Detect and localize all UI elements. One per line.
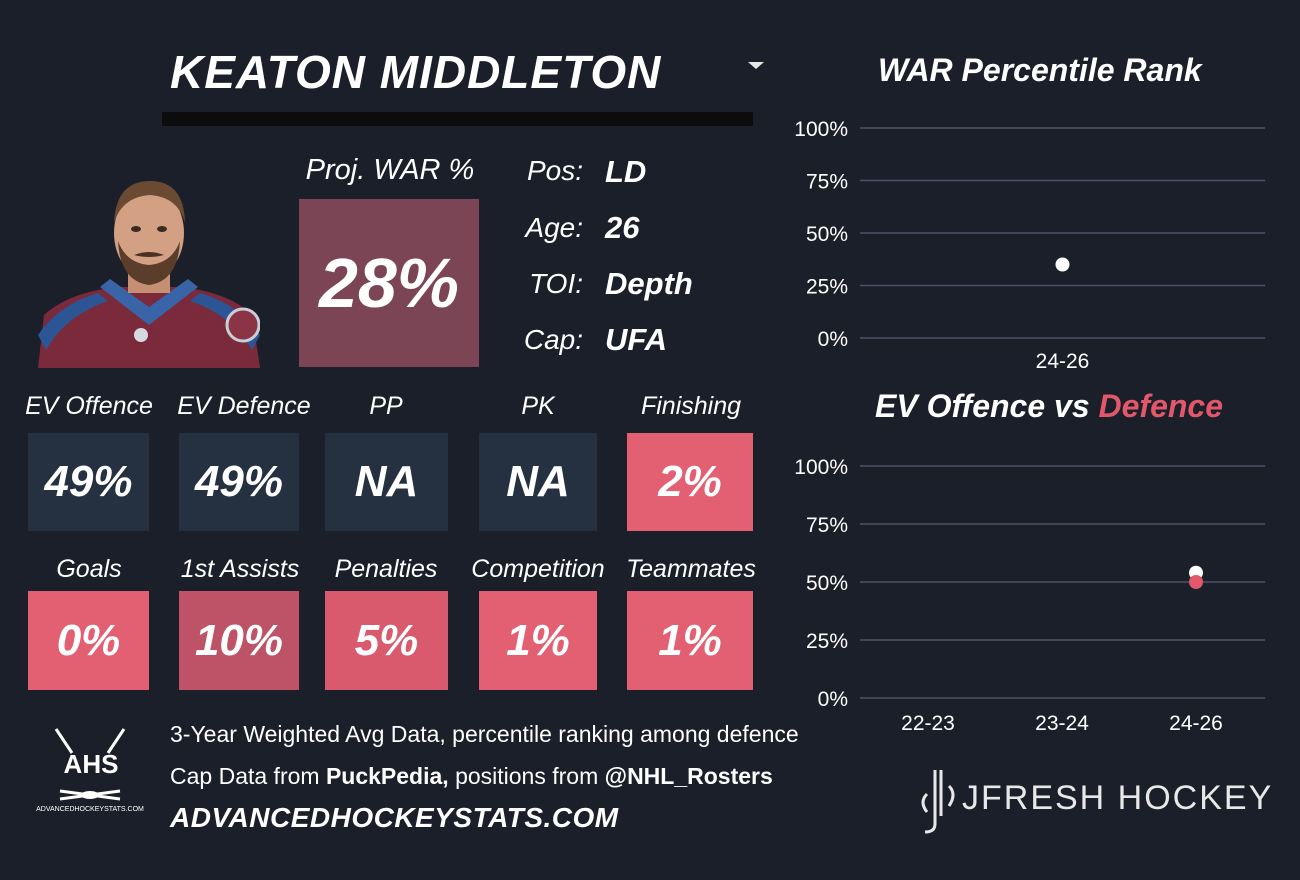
info-toi-value: Depth [605,266,693,301]
tile-label-goals: Goals [56,555,122,583]
ev-chart-title-defence: Defence [1098,388,1224,424]
ahs-logo-subtext: ADVANCEDHOCKEYSTATS.COM [36,806,144,813]
player-photo [38,175,260,368]
jfresh-logo [905,766,965,836]
tile-penalties: 5% [325,591,448,690]
y-tick-label: 0% [818,688,848,711]
footer-credits-puckpedia: PuckPedia, [325,763,449,789]
war-percentile-chart: 0% 25% 50% 75% 100% 24-26 [794,118,1265,373]
ev-chart-title: EV Offence vs Defence [875,388,1223,425]
proj-war-value: 28% [299,199,479,367]
data-point [1055,257,1070,272]
info-toi-label: TOI: [529,268,583,299]
tile-label-finishing: Finishing [640,392,742,420]
jfresh-brand: JFRESH HOCKEY [962,779,1274,817]
y-tick-label: 25% [806,630,848,653]
y-tick-label: 0% [818,328,848,351]
info-age-label: Age: [525,212,583,243]
ahs-logo [38,725,142,825]
y-tick-label: 25% [806,276,848,299]
tile-label-1st-assists: 1st Assists [180,555,300,583]
chevron-down-icon[interactable] [748,62,764,69]
name-underline [162,112,753,126]
ev-chart-title-part1: EV Offence vs [875,388,1099,424]
war-chart-title: WAR Percentile Rank [878,52,1202,88]
y-tick-label: 100% [794,118,848,141]
info-cap-value: UFA [605,322,667,357]
player-name: KEATON MIDDLETON [170,46,662,98]
tile-pk: NA [479,433,597,531]
tile-label-competition: Competition [471,555,605,583]
ev-offence-defence-chart: 0% 25% 50% 75% 100% 22-23 23-24 24-26 [794,456,1265,735]
data-point [1189,575,1203,589]
proj-war-label: Proj. WAR % [305,154,475,186]
tile-label-ev-offence: EV Offence [25,392,153,420]
y-tick-label: 50% [806,572,848,595]
x-tick-label: 23-24 [1035,712,1089,735]
tile-goals: 0% [28,591,149,690]
info-age-value: 26 [605,210,640,245]
x-tick-label: 24-26 [1036,350,1090,373]
footer-credits-prefix: Cap Data from [170,763,326,789]
tile-ev-defence: 49% [179,433,299,531]
tile-finishing: 2% [627,433,753,531]
info-pos-label: Pos: [526,155,583,186]
tile-label-pp: PP [369,392,403,420]
tile-label-penalties: Penalties [334,555,438,583]
footer-site: ADVANCEDHOCKEYSTATS.COM [170,802,619,833]
info-pos-value: LD [605,154,647,189]
tile-label-ev-defence: EV Defence [177,392,311,420]
footer-note: 3-Year Weighted Avg Data, percentile ran… [170,721,799,747]
tile-pp: NA [325,433,448,531]
y-tick-label: 100% [794,456,848,479]
tile-1st-assists: 10% [179,591,299,690]
y-tick-label: 75% [806,514,848,537]
y-tick-label: 50% [806,223,848,246]
tile-label-teammates: Teammates [626,555,756,583]
info-cap-label: Cap: [523,324,583,355]
footer-credits-rosters: @NHL_Rosters [604,763,773,789]
y-tick-label: 75% [806,171,848,194]
x-tick-label: 24-26 [1169,712,1223,735]
x-tick-label: 22-23 [901,712,955,735]
tile-teammates: 1% [627,591,753,690]
tile-ev-offence: 49% [28,433,149,531]
footer-credits-mid: positions from [448,763,605,789]
footer-credits: Cap Data from PuckPedia, positions from … [170,763,773,790]
tile-competition: 1% [479,591,597,690]
tile-label-pk: PK [521,392,555,420]
ahs-logo-text: AHS [63,749,119,779]
